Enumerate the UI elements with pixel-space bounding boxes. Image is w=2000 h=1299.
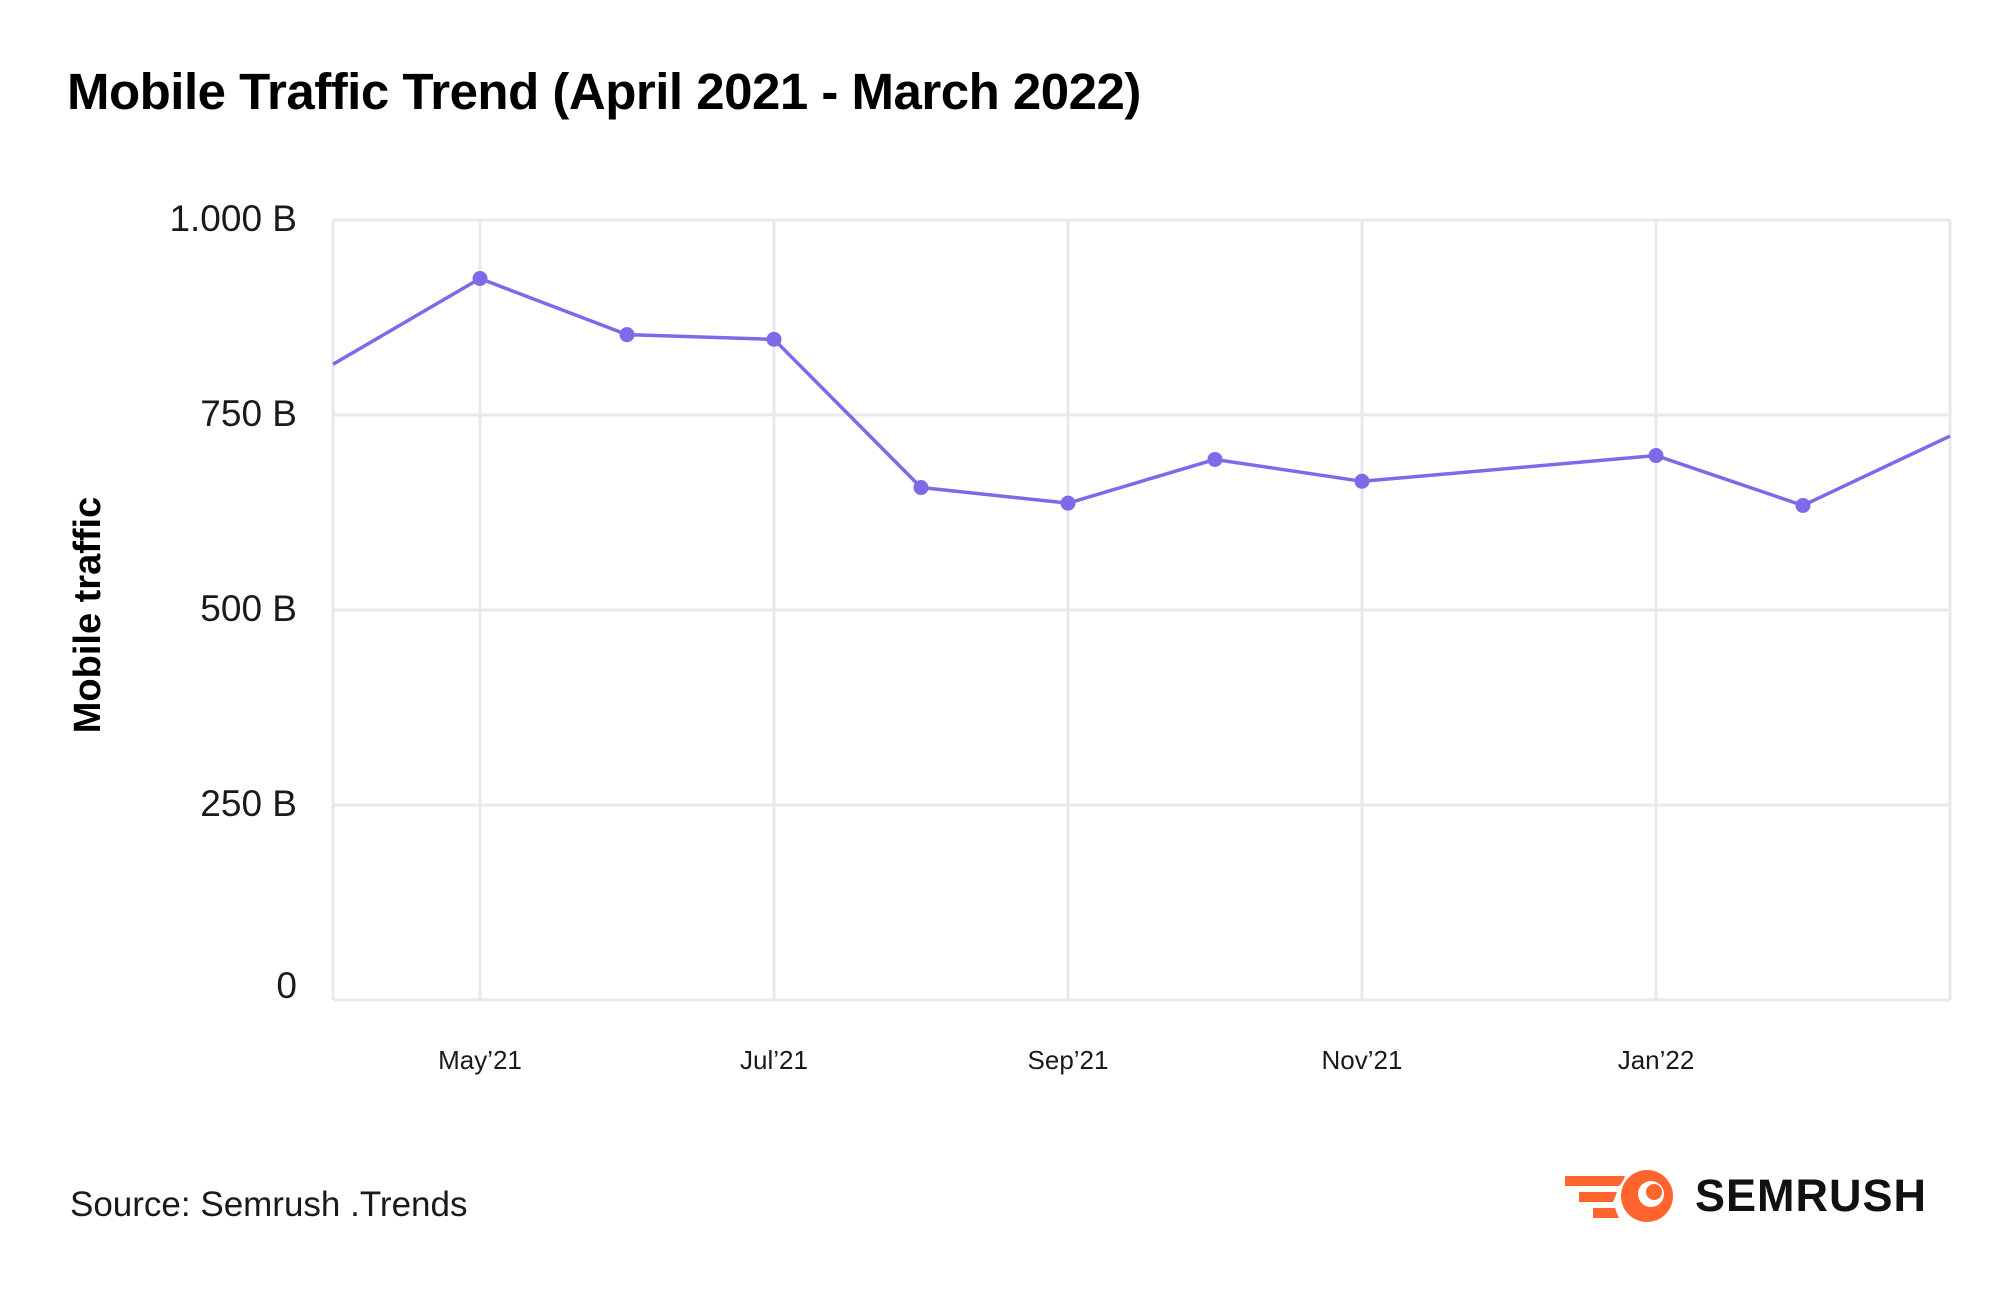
y-tick-label: 500 B [200,588,297,629]
x-axis-tick-labels: May’21 Jul’21 Sep’21 Nov’21 Jan’22 [438,1045,1694,1075]
y-tick-label: 250 B [200,783,297,824]
grid-lines [331,218,1952,1002]
series-line [332,276,1951,508]
data-point [1648,448,1664,464]
x-tick-label: May’21 [438,1045,522,1075]
x-tick-label: Jul’21 [740,1045,808,1075]
x-tick-label: Sep’21 [1028,1045,1109,1075]
semrush-fireball-icon [1565,1170,1673,1222]
x-tick-label: Nov’21 [1322,1045,1403,1075]
y-tick-label: 1.000 B [169,198,297,239]
source-note: Source: Semrush .Trends [70,1185,468,1224]
y-axis-tick-labels: 0 250 B 500 B 750 B 1.000 B [169,198,297,1006]
y-tick-label: 750 B [200,393,297,434]
data-point [913,480,929,496]
data-point [1207,451,1223,467]
semrush-logo: SEMRUSH [1565,1168,1927,1224]
data-point [766,331,782,347]
data-point [1060,495,1076,511]
chart-title: Mobile Traffic Trend (April 2021 - March… [67,63,1141,120]
data-point [472,271,488,286]
data-point [1795,497,1811,513]
y-tick-label: 0 [276,965,297,1006]
series-layer [332,271,1951,513]
y-axis-label: Mobile traffic [67,497,109,733]
x-tick-label: Jan’22 [1618,1045,1695,1075]
data-point [619,327,635,343]
data-point [1354,473,1370,489]
brand-name: SEMRUSH [1695,1170,1928,1221]
